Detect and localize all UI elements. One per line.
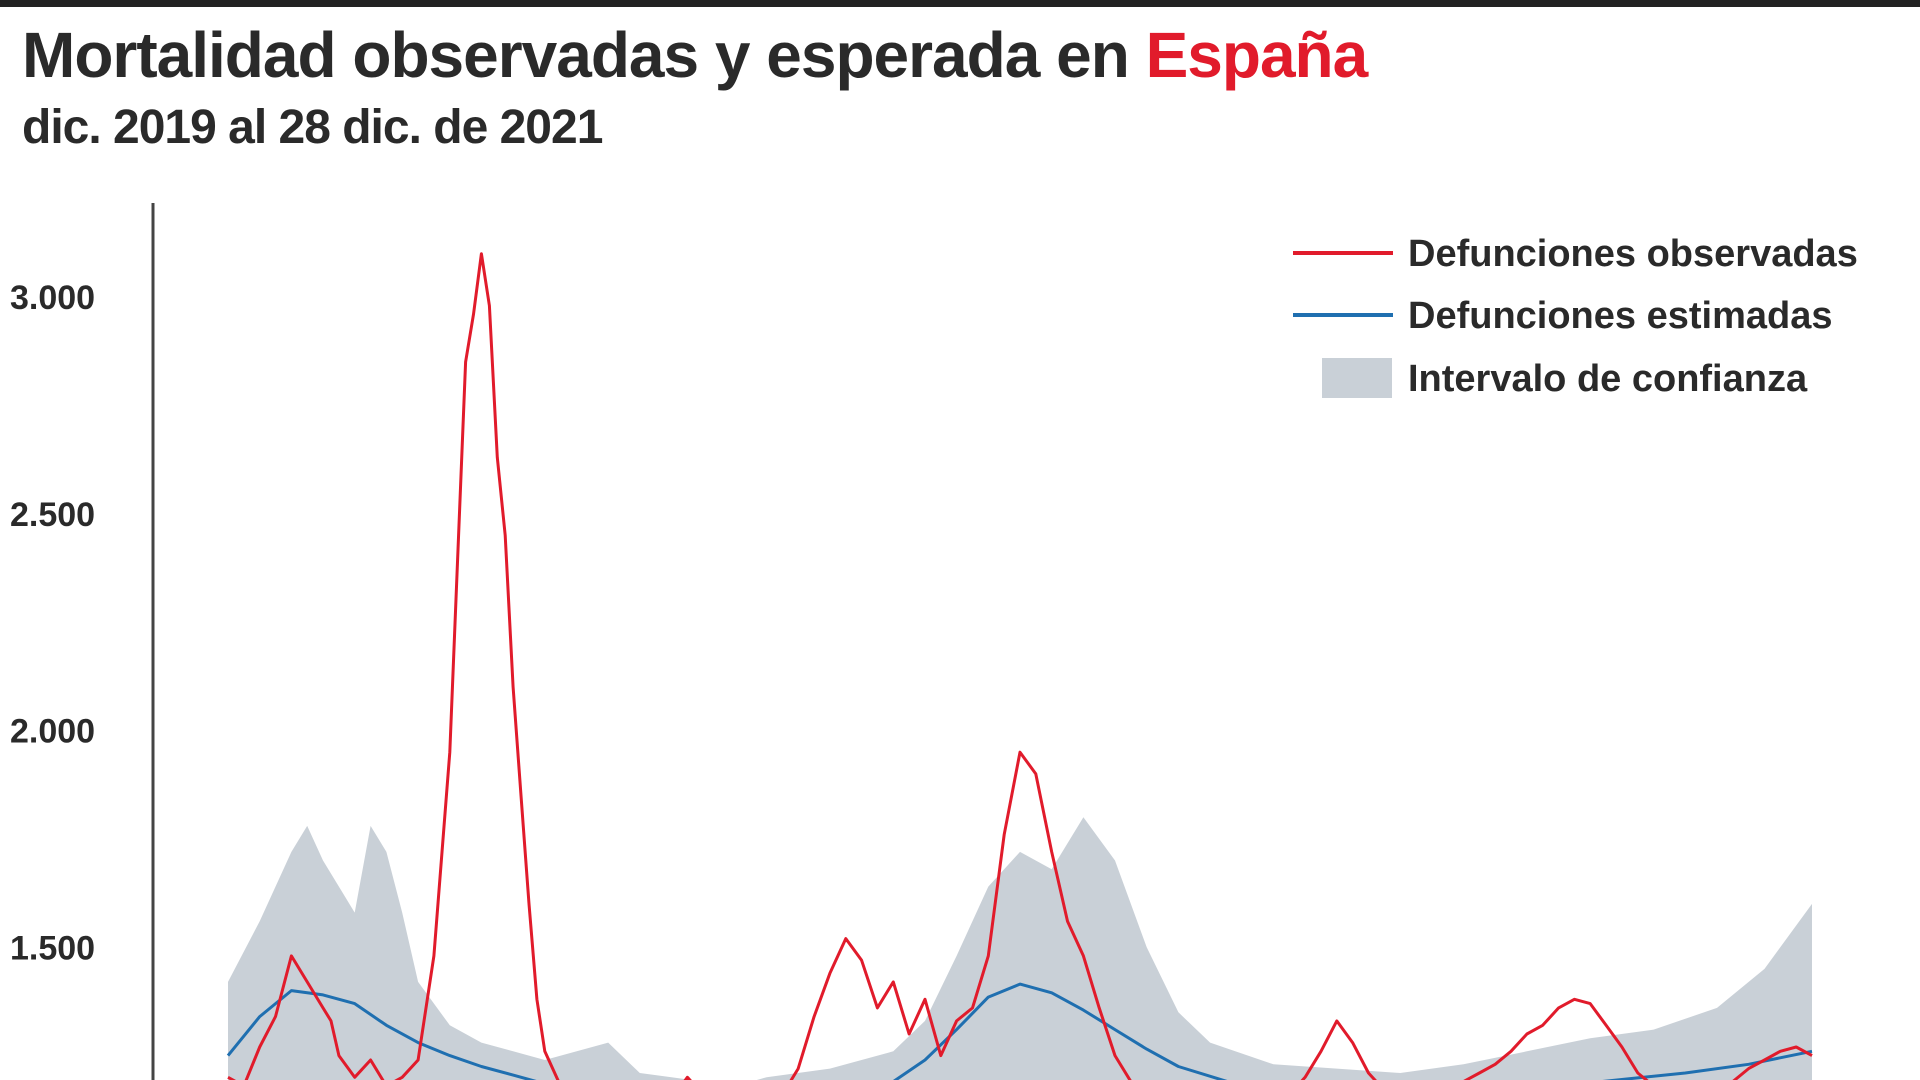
- estimated-deaths-line: [226, 982, 1813, 1080]
- y-tick-label: 2.000: [10, 713, 95, 751]
- chart-title-accent: España: [1145, 19, 1369, 91]
- y-tick-label: 3.000: [10, 279, 95, 317]
- legend-swatch-confidence: [1322, 358, 1392, 398]
- plot-layer: [226, 252, 1813, 1080]
- legend-label-observed: Defunciones observadas: [1408, 233, 1858, 275]
- legend-label-confidence: Intervalo de confianza: [1408, 358, 1808, 400]
- chart-title-main: Mortalidad observadas y esperada en: [22, 19, 1146, 91]
- observed-deaths-line: [227, 252, 1813, 1080]
- y-tick-labels: 1.500 2.000 2.500 3.000: [10, 279, 95, 967]
- chart-title: Mortalidad observadas y esperada en Espa…: [22, 18, 1369, 92]
- y-tick-label: 1.500: [10, 929, 95, 967]
- chart-subtitle: dic. 2019 al 28 dic. de 2021: [22, 101, 603, 154]
- y-tick-label: 2.500: [10, 496, 95, 534]
- top-rule: [0, 0, 1920, 7]
- confidence-band: [228, 817, 1812, 1080]
- legend-label-estimated: Defunciones estimadas: [1408, 295, 1832, 337]
- legend: Defunciones observadas Defunciones estima…: [1293, 233, 1858, 400]
